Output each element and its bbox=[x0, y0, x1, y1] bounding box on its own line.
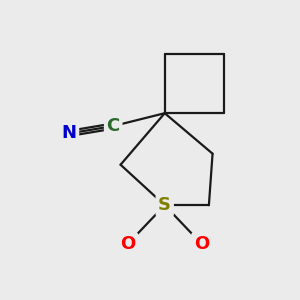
Text: N: N bbox=[61, 124, 76, 142]
Text: C: C bbox=[106, 117, 120, 135]
Text: O: O bbox=[120, 235, 136, 253]
Text: S: S bbox=[158, 196, 171, 214]
Text: O: O bbox=[194, 235, 209, 253]
